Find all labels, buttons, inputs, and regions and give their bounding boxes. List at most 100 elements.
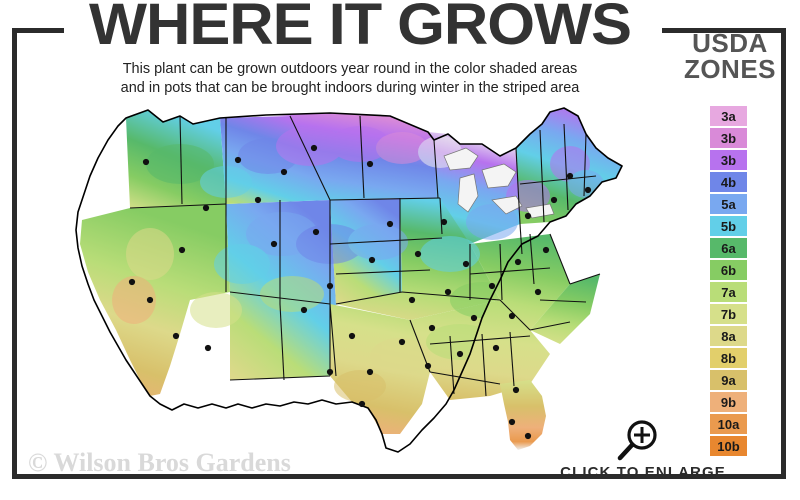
city-dot	[398, 338, 406, 346]
legend-swatch-9b: 9b	[709, 391, 748, 413]
city-dot	[462, 260, 470, 268]
legend-swatch-3b: 3b	[709, 149, 748, 171]
city-dot	[440, 218, 448, 226]
city-dot	[428, 324, 436, 332]
city-dot	[202, 204, 210, 212]
city-dot	[542, 246, 550, 254]
city-dot	[550, 196, 558, 204]
subtitle-line-2: and in pots that can be brought indoors …	[120, 80, 580, 96]
legend-swatch-label: 10b	[717, 438, 740, 454]
legend-swatch-3a: 3a	[709, 105, 748, 127]
city-dot	[146, 296, 154, 304]
watermark: © Wilson Bros Gardens	[28, 448, 291, 477]
legend-swatch-label: 5a	[721, 196, 736, 212]
legend-swatch-6a: 6a	[709, 237, 748, 259]
city-dot	[534, 288, 542, 296]
legend-swatch-label: 7b	[720, 306, 737, 322]
city-dot	[128, 278, 136, 286]
subtitle: This plant can be grown outdoors year ro…	[40, 60, 660, 98]
legend-swatch-10a: 10a	[709, 413, 748, 435]
page-title: WHERE IT GROWS	[89, 0, 632, 57]
city-dot	[508, 312, 516, 320]
city-dot	[508, 418, 516, 426]
city-dot	[172, 332, 180, 340]
city-dot	[456, 350, 464, 358]
city-dot	[366, 368, 374, 376]
city-dot	[514, 258, 522, 266]
city-dot	[566, 172, 574, 180]
us-map-svg[interactable]	[30, 104, 660, 454]
legend-swatch-9a: 9a	[709, 369, 748, 391]
legend-swatch-label: 9a	[721, 372, 736, 388]
legend-swatch-list: 3a 3b 3b 4b 5a 5b 6a 6b 7a 7b 8a 8b 9a 9b 10a 10b	[709, 105, 748, 457]
city-dot	[366, 160, 374, 168]
legend-swatch-label: 9b	[720, 394, 737, 410]
legend-swatch-10b: 10b	[709, 435, 748, 457]
frame-border-right	[781, 28, 786, 479]
city-dot	[312, 228, 320, 236]
city-dot	[358, 400, 366, 408]
city-dot	[470, 314, 478, 322]
city-dot	[204, 344, 212, 352]
legend-swatch-label: 3b	[720, 152, 737, 168]
city-dot	[584, 186, 592, 194]
legend-swatch-label: 6b	[720, 262, 737, 278]
city-dot	[310, 144, 318, 152]
frame-border-left	[12, 28, 17, 479]
magnifier-plus-icon[interactable]	[614, 418, 662, 462]
city-dot	[142, 158, 150, 166]
legend-swatch-label: 3b	[720, 130, 737, 146]
legend-swatch-7a: 7a	[709, 281, 748, 303]
legend-swatch-5a: 5a	[709, 193, 748, 215]
hardiness-zone-map[interactable]	[30, 104, 660, 454]
state-borders	[129, 115, 601, 397]
city-dot	[524, 432, 532, 440]
legend-swatch-label: 10a	[717, 416, 740, 432]
legend-swatch-label: 4b	[720, 174, 737, 190]
city-dot	[326, 282, 334, 290]
city-dot	[280, 168, 288, 176]
city-dot	[300, 306, 308, 314]
legend-title-line-2: ZONES	[683, 54, 777, 84]
city-dot	[408, 296, 416, 304]
city-dot	[368, 256, 376, 264]
city-dot	[444, 288, 452, 296]
city-dot	[488, 282, 496, 290]
legend-title-line-1: USDA	[692, 28, 768, 58]
city-dot	[424, 362, 432, 370]
legend-swatch-label: 5b	[720, 218, 737, 234]
legend-swatch-label: 7a	[721, 284, 736, 300]
city-dot	[254, 196, 262, 204]
country-outline	[75, 107, 623, 453]
legend-swatch-3b: 3b	[709, 127, 748, 149]
frame-border-top-left	[12, 28, 64, 33]
legend-title: USDA ZONES	[660, 30, 800, 82]
city-dot	[348, 332, 356, 340]
city-dot	[178, 246, 186, 254]
legend-swatch-8b: 8b	[709, 347, 748, 369]
legend-swatch-label: 3a	[721, 108, 736, 124]
zone-region-ohio-valley	[470, 234, 570, 330]
city-dot-layer	[128, 144, 592, 440]
city-dot	[492, 344, 500, 352]
subtitle-line-1: This plant can be grown outdoors year ro…	[122, 61, 578, 77]
city-dot	[414, 250, 422, 258]
legend-swatch-label: 8a	[721, 328, 736, 344]
city-dot	[524, 212, 532, 220]
click-to-enlarge-label[interactable]: CLICK TO ENLARGE	[560, 464, 726, 481]
city-dot	[270, 240, 278, 248]
city-dot	[234, 156, 242, 164]
legend-swatch-label: 8b	[720, 350, 737, 366]
frame-border-bottom	[12, 474, 786, 479]
zone-texture-layer	[112, 126, 604, 442]
legend-swatch-4b: 4b	[709, 171, 748, 193]
city-dot	[512, 386, 520, 394]
zone-region-florida	[500, 380, 546, 450]
legend-swatch-5b: 5b	[709, 215, 748, 237]
legend-swatch-7b: 7b	[709, 303, 748, 325]
great-lakes	[443, 147, 555, 219]
legend-swatch-8a: 8a	[709, 325, 748, 347]
city-dot	[326, 368, 334, 376]
city-dot	[386, 220, 394, 228]
